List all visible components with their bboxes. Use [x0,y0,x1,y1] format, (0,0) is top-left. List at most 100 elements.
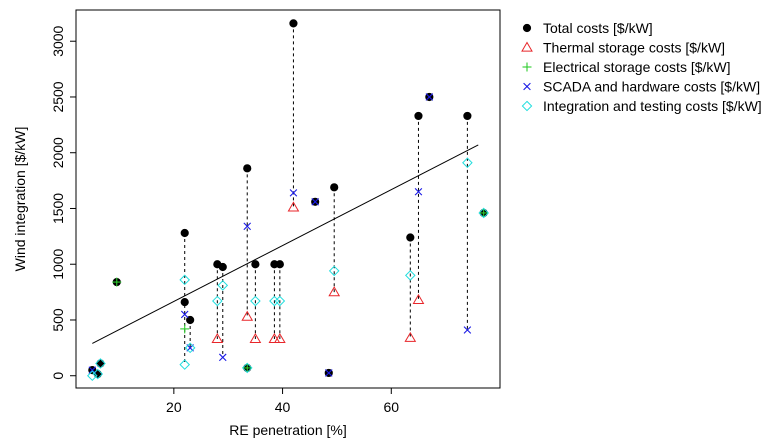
integration-point-2-shape [95,358,106,369]
integration-point-6 [212,295,223,307]
legend-label-total: Total costs [$/kW] [543,20,653,36]
legend-item-scada: SCADA and hardware costs [$/kW] [523,79,760,95]
integration-point-8-shape [241,362,253,374]
legend-marker-total [522,23,532,33]
x-tick-label-60: 60 [383,399,399,415]
y-tick-label-1500: 1500 [50,193,66,224]
scada-point-3-b [218,353,227,362]
integration-point-7 [217,280,229,291]
scada-point-9-b [425,93,434,101]
legend-marker-thermal-shape [521,41,533,52]
electrical-point-2 [242,363,252,373]
legend-marker-integration-shape [521,100,533,112]
trend-line [92,144,479,344]
integration-point-4-shape [179,359,191,370]
integration-point-11 [274,295,286,307]
scada-point-4 [243,222,252,231]
thermal-point-6 [328,286,341,297]
thermal-point-7-shape [404,331,417,342]
integration-point-14 [462,157,473,169]
scada-point-3 [218,353,227,362]
integration-point-0 [87,370,98,382]
axes-layer: 20 40 60 0 500 1000 1500 2000 2500 3000 [50,25,399,415]
total-point-13 [275,260,284,269]
legend-marker-electrical [522,62,532,72]
electrical-point-0 [112,277,122,287]
legend-marker-scada-b [523,82,531,91]
thermal-point-0-shape [211,332,224,344]
integration-point-15-shape [478,207,489,219]
scada-point-5-b [289,189,298,197]
legend-marker-thermal [521,41,533,52]
scada-point-5 [289,189,298,197]
total-point-8-shape [218,262,227,272]
scada-point-7-b [324,369,333,377]
total-point-10 [243,164,252,173]
thermal-point-2-shape [249,332,262,344]
scada-point-10-b [463,326,472,334]
thermal-point-5 [287,201,300,212]
thermal-point-2 [249,332,262,344]
legend-item-electrical: Electrical storage costs [$/kW] [522,59,731,75]
thermal-point-8 [412,293,425,305]
integration-point-14-shape [462,157,473,169]
total-point-2 [96,359,105,368]
x-tick-label-40: 40 [275,399,291,415]
legend: Total costs [$/kW] Thermal storage costs … [521,20,762,114]
total-point-21 [463,111,472,121]
plot-layer [87,19,489,382]
total-point-17 [330,183,339,192]
scada-point-1 [180,310,189,319]
integration-point-0-shape [87,370,98,382]
total-point-19 [414,111,423,121]
scada-point-9 [425,93,434,101]
integration-point-1-shape [92,368,104,380]
scada-point-1-b [180,310,189,319]
scada-point-0-b [88,366,97,374]
legend-marker-scada [523,82,531,91]
y-axis-label: Wind integration [$/kW] [12,127,28,272]
scada-point-7 [324,369,333,377]
integration-point-8 [241,362,253,374]
scada-point-10 [463,326,472,334]
total-point-10-shape [243,164,252,173]
integration-point-15 [478,207,489,219]
thermal-point-8-shape [412,293,425,305]
integration-point-13 [405,270,416,281]
total-point-6-shape [186,315,195,325]
electrical-point-1 [180,324,190,334]
integration-point-5 [184,342,196,354]
integration-point-6-shape [212,295,223,307]
thermal-point-7 [404,331,417,342]
y-tick-label-3000: 3000 [50,25,66,56]
total-point-5-shape [180,298,189,307]
legend-label-electrical: Electrical storage costs [$/kW] [543,59,731,75]
total-point-4-shape [180,228,189,238]
total-point-2-shape [96,359,105,368]
y-tick-label-1000: 1000 [50,248,66,279]
integration-point-3 [179,274,191,286]
integration-point-3-shape [179,274,191,286]
integration-point-4 [179,359,191,370]
integration-point-11-shape [274,295,286,307]
legend-label-thermal: Thermal storage costs [$/kW] [543,40,725,56]
total-point-11 [251,260,260,269]
y-tick-label-0: 0 [50,372,66,380]
integration-point-13-shape [405,270,416,281]
total-point-18 [406,233,415,242]
total-point-5 [180,298,189,307]
integration-point-9-shape [250,295,261,307]
scada-point-6-b [311,197,319,206]
total-point-21-shape [463,111,472,121]
total-point-17-shape [330,183,339,192]
legend-item-total: Total costs [$/kW] [522,20,653,36]
total-point-14 [289,19,298,28]
total-point-6 [186,315,195,325]
integration-point-7-shape [217,280,229,291]
thermal-point-4 [273,332,286,344]
total-point-11-shape [251,260,260,269]
total-point-8 [218,262,227,272]
scada-point-6 [311,197,319,206]
y-tick-label-2000: 2000 [50,137,66,168]
integration-point-9 [250,295,261,307]
